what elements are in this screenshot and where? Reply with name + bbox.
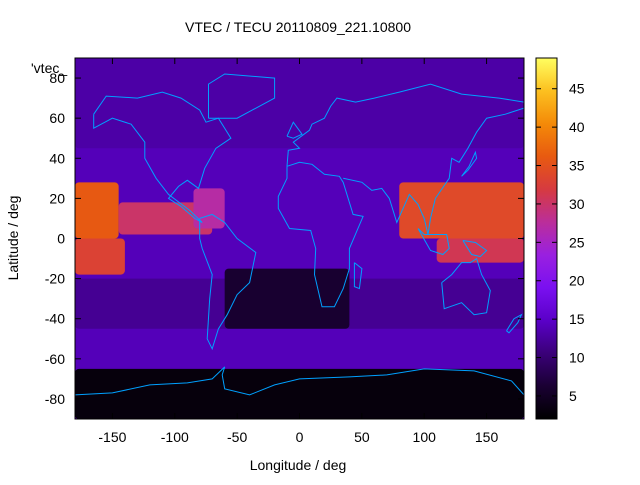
x-axis-ticks: -150 -100 -50 0 50 100 150 (98, 58, 498, 445)
y-tick-label: 80 (49, 70, 65, 86)
colorbar-tick-label: 10 (569, 350, 585, 366)
coastline-segment-10 (286, 121, 303, 139)
heatmap-region-7 (224, 268, 350, 329)
y-tick-label: 60 (49, 110, 65, 126)
chart-title: VTEC / TECU 20110809_221.10800 (185, 19, 411, 35)
x-tick-label: 150 (475, 429, 499, 445)
y-tick-label: 0 (57, 231, 65, 247)
legend-key: 'vtec_ (31, 60, 67, 76)
x-tick-label: 50 (354, 429, 370, 445)
coastline-segment-7 (462, 240, 488, 258)
coastline-segment-0 (93, 91, 232, 223)
colorbar-ticks: 5 10 15 20 25 30 35 40 45 (536, 81, 585, 404)
coastline-segment-4 (343, 107, 524, 235)
colorbar-tick-label: 35 (569, 158, 585, 174)
heatmap-cells (75, 58, 524, 419)
coastlines-overlay (75, 73, 524, 396)
colorbar-tick-label: 45 (569, 81, 585, 97)
heatmap-region-4 (399, 182, 524, 239)
y-tick-label: -40 (45, 311, 65, 327)
coastline-segment-11 (461, 150, 478, 177)
colorbar-tick-label: 25 (569, 234, 585, 250)
colorbar-tick-label: 30 (569, 196, 585, 212)
y-tick-label: -60 (45, 351, 65, 367)
y-tick-label: 20 (49, 190, 65, 206)
heatmap-region-0 (75, 182, 119, 239)
colorbar-tick-label: 20 (569, 273, 585, 289)
heatmap-region-5 (436, 238, 524, 263)
plot-area (75, 58, 524, 419)
y-tick-label: 40 (49, 150, 65, 166)
colorbar-tick-label: 15 (569, 311, 585, 327)
coastline-segment-3 (286, 83, 524, 167)
heatmap-region-3 (193, 188, 225, 229)
coastline-segment-9 (208, 73, 276, 119)
y-tick-label: -20 (45, 271, 65, 287)
x-tick-label: -100 (161, 429, 189, 445)
x-tick-label: 0 (296, 429, 304, 445)
colorbar-gradient (535, 57, 558, 420)
coastline-segment-2 (277, 161, 364, 308)
y-axis-ticks: -80 -60 -40 -20 0 20 40 60 80 (45, 70, 524, 407)
heatmap-region-9 (75, 58, 524, 149)
x-tick-label: -150 (98, 429, 126, 445)
x-tick-label: 100 (413, 429, 437, 445)
colorbar-tick-label: 40 (569, 119, 585, 135)
coastline-segment-1 (199, 213, 257, 351)
coastline-segment-13 (75, 366, 524, 396)
y-axis-label: Latitude / deg (5, 196, 21, 281)
colorbar: 5 10 15 20 25 30 35 40 45 (535, 57, 585, 420)
y-tick-label: -80 (45, 391, 65, 407)
coastline-segment-8 (353, 262, 363, 290)
coastline-segment-6 (417, 228, 450, 256)
colorbar-tick-label: 5 (569, 388, 577, 404)
heatmap-region-2 (118, 202, 213, 235)
coastline-segment-5 (441, 257, 491, 316)
x-axis-label: Longitude / deg (250, 457, 347, 473)
heatmap-region-1 (75, 238, 125, 275)
x-tick-label: -50 (227, 429, 247, 445)
heatmap-region-8 (75, 368, 524, 419)
